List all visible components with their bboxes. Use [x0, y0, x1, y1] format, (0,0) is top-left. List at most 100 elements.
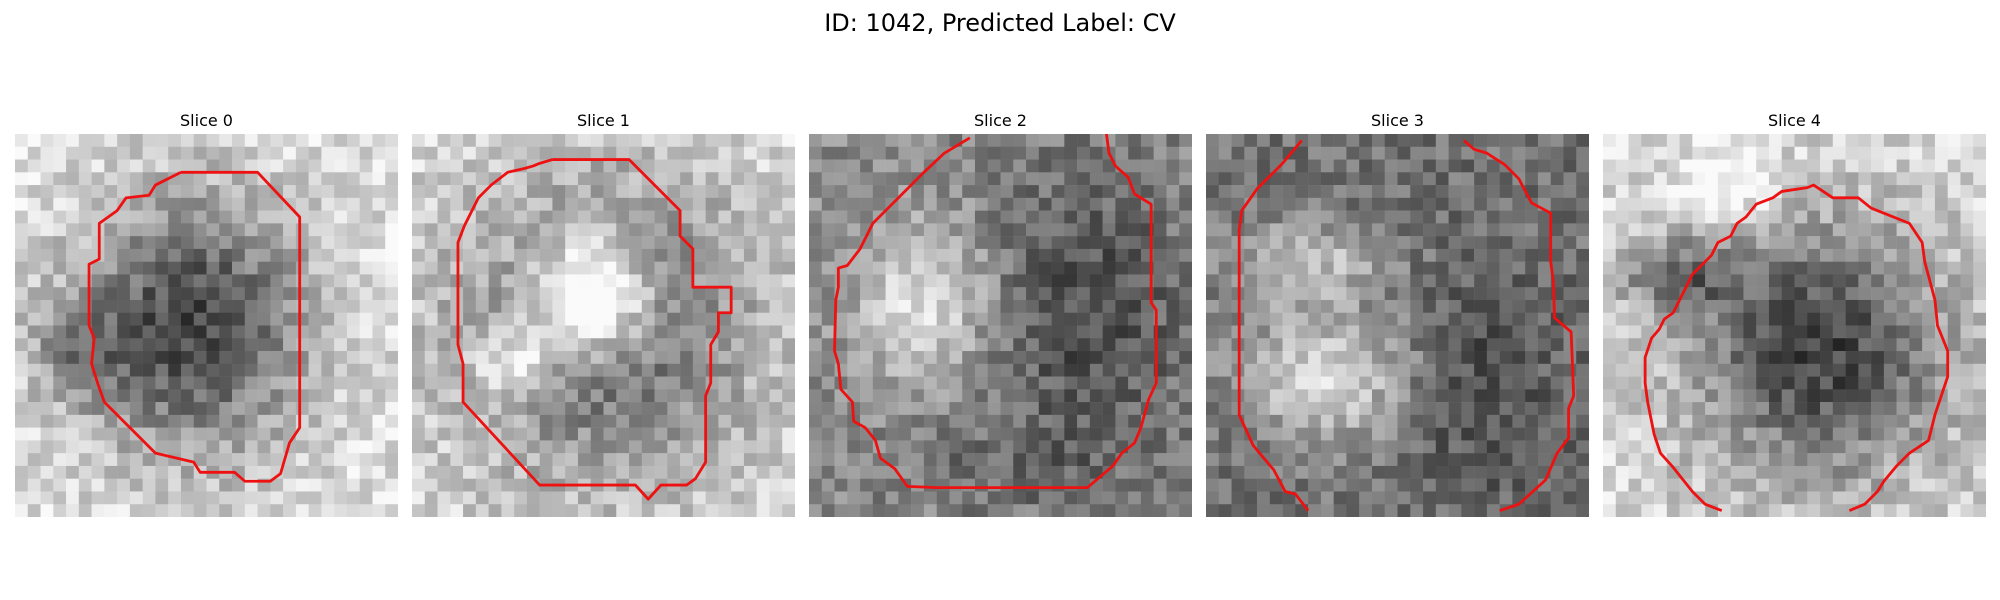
pixel — [219, 312, 233, 326]
pixel — [1153, 440, 1167, 454]
pixel — [219, 185, 233, 199]
pixel — [346, 261, 360, 275]
pixel — [1743, 172, 1757, 186]
pixel — [1973, 478, 1986, 492]
pixel — [847, 465, 861, 479]
pixel — [1089, 427, 1103, 441]
pixel — [1692, 134, 1706, 148]
pixel — [821, 440, 835, 454]
pixel — [1359, 134, 1373, 148]
pixel — [1448, 146, 1462, 160]
pixel — [295, 465, 309, 479]
pixel — [1000, 325, 1014, 339]
pixel — [1257, 248, 1271, 262]
pixel — [1692, 465, 1706, 479]
pixel — [1359, 146, 1373, 160]
pixel — [949, 504, 963, 517]
pixel — [962, 325, 976, 339]
pixel — [1359, 172, 1373, 186]
pixel — [321, 312, 335, 326]
pixel — [206, 504, 220, 517]
pixel — [1257, 299, 1271, 313]
pixel — [155, 197, 169, 211]
pixel — [667, 159, 681, 173]
pixel — [885, 299, 899, 313]
pixel — [104, 491, 118, 505]
pixel — [949, 363, 963, 377]
pixel — [1051, 325, 1065, 339]
pixel — [1320, 414, 1334, 428]
pixel — [731, 402, 745, 416]
pixel — [1730, 414, 1744, 428]
pixel — [1077, 363, 1091, 377]
pixel — [1333, 414, 1347, 428]
pixel — [1512, 414, 1526, 428]
pixel — [1499, 465, 1513, 479]
pixel — [1089, 376, 1103, 390]
pixel — [424, 414, 438, 428]
pixel — [193, 274, 207, 288]
pixel — [1858, 274, 1872, 288]
pixel — [142, 197, 156, 211]
pixel — [1295, 274, 1309, 288]
pixel — [1499, 414, 1513, 428]
pixel — [27, 185, 41, 199]
pixel — [1153, 478, 1167, 492]
pixel — [1628, 465, 1642, 479]
pixel — [936, 402, 950, 416]
pixel — [731, 287, 745, 301]
pixel — [1218, 261, 1232, 275]
pixel — [577, 363, 591, 377]
pixel — [1576, 185, 1589, 199]
pixel — [1269, 197, 1283, 211]
pixel — [475, 465, 489, 479]
pixel — [1896, 172, 1910, 186]
pixel — [15, 248, 29, 262]
pixel — [78, 159, 92, 173]
pixel — [539, 185, 553, 199]
pixel — [616, 210, 630, 224]
pixel — [847, 504, 861, 517]
pixel — [1000, 312, 1014, 326]
pixel — [334, 363, 348, 377]
pixel — [257, 325, 271, 339]
pixel — [244, 185, 258, 199]
pixel — [1128, 299, 1142, 313]
pixel — [1922, 185, 1936, 199]
pixel — [821, 223, 835, 237]
pixel — [1768, 504, 1782, 517]
pixel — [1973, 146, 1986, 160]
pixel — [1384, 465, 1398, 479]
pixel — [1756, 287, 1770, 301]
pixel — [1384, 185, 1398, 199]
pixel — [1397, 134, 1411, 148]
pixel — [308, 261, 322, 275]
pixel — [180, 491, 194, 505]
pixel — [1641, 223, 1655, 237]
pixel — [1371, 402, 1385, 416]
pixel — [1013, 210, 1027, 224]
pixel — [1807, 402, 1821, 416]
pixel — [987, 223, 1001, 237]
pixel — [1244, 274, 1258, 288]
pixel — [743, 172, 757, 186]
pixel — [1730, 185, 1744, 199]
pixel — [488, 491, 502, 505]
pixel — [552, 402, 566, 416]
pixel — [1257, 338, 1271, 352]
pixel — [424, 453, 438, 467]
pixel — [104, 465, 118, 479]
pixel — [1102, 312, 1116, 326]
pixel — [78, 491, 92, 505]
pixel — [1435, 210, 1449, 224]
pixel — [1832, 210, 1846, 224]
pixel — [1038, 427, 1052, 441]
pixel — [1858, 325, 1872, 339]
pixel — [1820, 197, 1834, 211]
pixel — [1218, 312, 1232, 326]
pixel — [629, 261, 643, 275]
pixel — [1641, 185, 1655, 199]
pixel — [155, 248, 169, 262]
pixel — [1845, 261, 1859, 275]
pixel — [974, 414, 988, 428]
